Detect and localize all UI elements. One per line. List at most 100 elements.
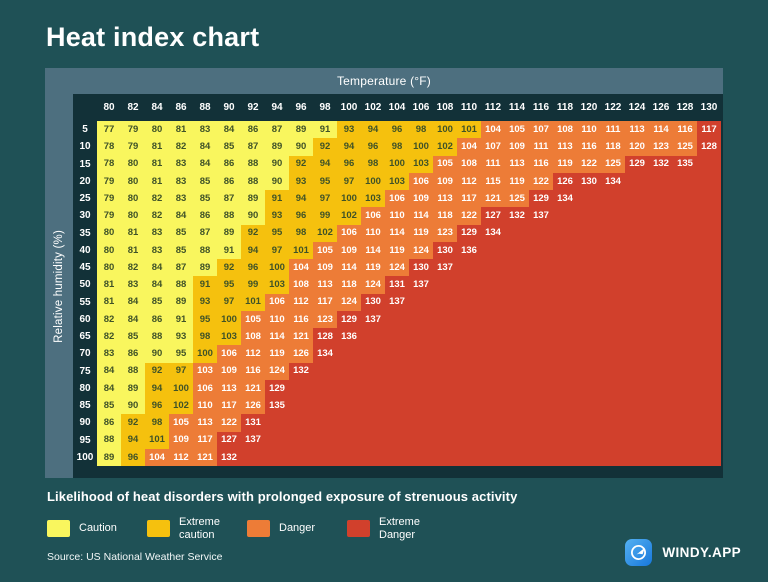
heat-index-cell: 103: [265, 276, 289, 294]
heat-index-cell: 84: [169, 207, 193, 225]
heat-index-cell: [289, 397, 313, 415]
heat-index-cell: [505, 241, 529, 259]
heat-index-cell: [553, 397, 577, 415]
heat-index-cell: 109: [433, 172, 457, 190]
heat-index-cell: 106: [217, 345, 241, 363]
heat-index-cell: 95: [217, 276, 241, 294]
humidity-label-cell: 20: [79, 175, 91, 187]
heat-index-cell: [505, 431, 529, 449]
heat-index-cell: [313, 379, 337, 397]
heat-index-cell: [433, 328, 457, 346]
heat-index-cell: [697, 397, 721, 415]
heat-index-cell: [433, 379, 457, 397]
heat-index-cell: 81: [145, 155, 169, 173]
heat-grid-row: 80 84 89 94 100 106 113 121 129: [73, 379, 723, 397]
heat-index-cell: 88: [121, 362, 145, 380]
heat-index-cell: 123: [313, 310, 337, 328]
heat-index-cell: 137: [409, 276, 433, 294]
heat-index-cell: 124: [265, 362, 289, 380]
temp-header-cell: 126: [652, 101, 670, 113]
heat-index-cell: 119: [553, 155, 577, 173]
heat-index-cell: 100: [193, 345, 217, 363]
heat-index-cell: [649, 362, 673, 380]
heat-index-cell: 83: [121, 276, 145, 294]
heat-index-cell: 137: [241, 431, 265, 449]
heat-index-cell: 116: [289, 310, 313, 328]
heat-index-cell: 80: [121, 207, 145, 225]
heat-index-cell: [577, 241, 601, 259]
heat-index-cell: [529, 448, 553, 466]
heat-index-cell: [385, 397, 409, 415]
heat-index-cell: 89: [193, 259, 217, 277]
heat-index-cell: 94: [241, 241, 265, 259]
heat-index-cell: [697, 310, 721, 328]
heat-index-cell: 90: [265, 155, 289, 173]
heat-index-cell: [409, 379, 433, 397]
heat-index-cell: 129: [265, 379, 289, 397]
heat-grid-row: 95 88 94 101 109 117 127 137: [73, 431, 723, 449]
heat-index-cell: 86: [145, 310, 169, 328]
heat-index-cell: 89: [217, 224, 241, 242]
heat-index-cell: 110: [361, 224, 385, 242]
heat-index-cell: 88: [193, 241, 217, 259]
heat-index-cell: [577, 259, 601, 277]
heat-index-cell: [529, 379, 553, 397]
heat-index-cell: [409, 414, 433, 432]
heat-index-cell: 81: [97, 276, 121, 294]
heat-index-cell: [505, 345, 529, 363]
temp-header-cell: 114: [508, 101, 526, 113]
heat-index-cell: [433, 345, 457, 363]
heat-index-cell: 79: [121, 138, 145, 156]
heat-index-cell: [433, 362, 457, 380]
humidity-label-cell: 25: [79, 193, 91, 205]
heat-index-cell: 96: [145, 397, 169, 415]
heat-index-cell: 86: [241, 121, 265, 139]
heat-index-cell: 102: [433, 138, 457, 156]
heat-index-cell: 112: [289, 293, 313, 311]
heat-index-cell: [577, 276, 601, 294]
heat-index-cell: 114: [337, 259, 361, 277]
heat-index-cell: [553, 414, 577, 432]
heat-index-cell: [601, 328, 625, 346]
heat-index-cell: 103: [193, 362, 217, 380]
heat-index-cell: [337, 397, 361, 415]
temp-header-cell: 88: [199, 101, 211, 113]
heat-index-cell: [505, 379, 529, 397]
heat-index-cell: [625, 259, 649, 277]
temp-header-cell: 96: [295, 101, 307, 113]
heat-index-cell: 96: [337, 155, 361, 173]
heat-index-cell: 124: [337, 293, 361, 311]
temp-header-cell: 116: [532, 101, 550, 113]
heat-index-cell: [601, 397, 625, 415]
heat-index-cell: [505, 276, 529, 294]
humidity-label-cell: 80: [79, 382, 91, 394]
heat-index-cell: [625, 310, 649, 328]
heat-index-cell: [577, 224, 601, 242]
humidity-label-cell: 50: [79, 279, 91, 291]
heat-index-cell: [361, 362, 385, 380]
heat-index-cell: 85: [121, 328, 145, 346]
heat-index-cell: 112: [457, 172, 481, 190]
heat-grid-row: 30 79 80 82 84 86 88 90 93 96 99 102 106 110 114 118 122…: [73, 207, 723, 225]
heat-index-cell: 116: [673, 121, 697, 139]
heat-index-cell: [457, 293, 481, 311]
heat-index-cell: 106: [361, 207, 385, 225]
heat-index-cell: [649, 259, 673, 277]
grid-corner-cell: [73, 94, 97, 121]
heat-index-cell: [673, 172, 697, 190]
heat-index-cell: 105: [505, 121, 529, 139]
heat-index-cell: 116: [529, 155, 553, 173]
heat-index-cell: [553, 259, 577, 277]
heat-index-cell: 104: [289, 259, 313, 277]
heat-index-cell: [409, 310, 433, 328]
heat-index-cell: [601, 276, 625, 294]
heat-index-cell: 100: [265, 259, 289, 277]
heat-index-cell: 89: [97, 448, 121, 466]
heat-index-cell: [385, 345, 409, 363]
heat-index-cell: 86: [193, 207, 217, 225]
heat-index-cell: [361, 414, 385, 432]
heat-index-cell: [649, 328, 673, 346]
heat-index-cell: 83: [97, 345, 121, 363]
heat-index-cell: 103: [409, 155, 433, 173]
heat-index-cell: [601, 448, 625, 466]
